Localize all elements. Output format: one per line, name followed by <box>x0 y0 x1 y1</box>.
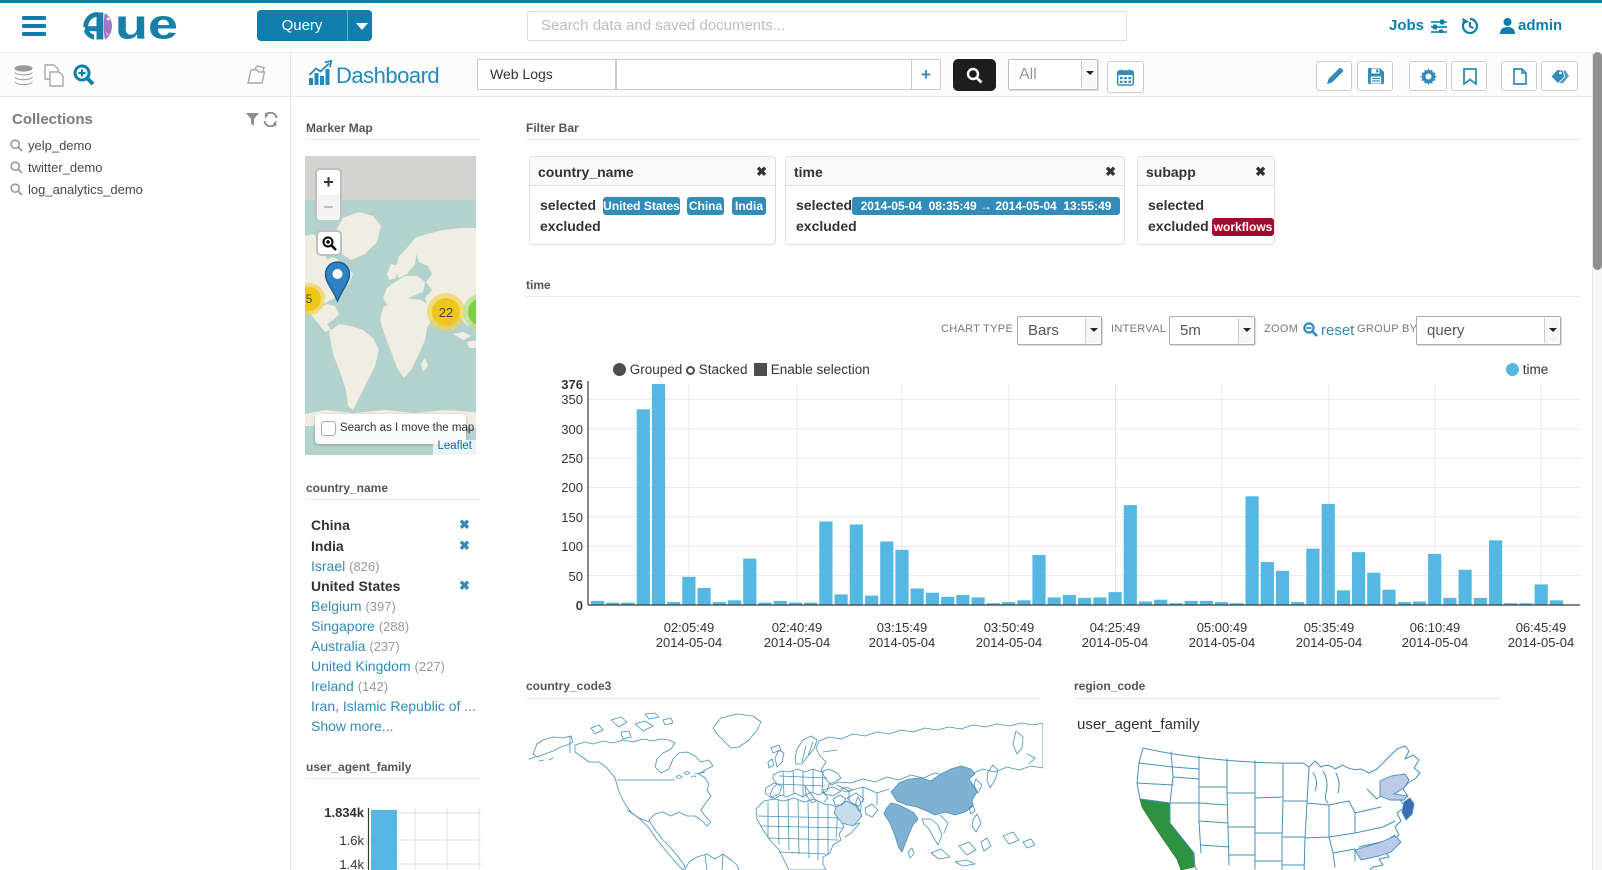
svg-text:ue: ue <box>115 11 178 41</box>
